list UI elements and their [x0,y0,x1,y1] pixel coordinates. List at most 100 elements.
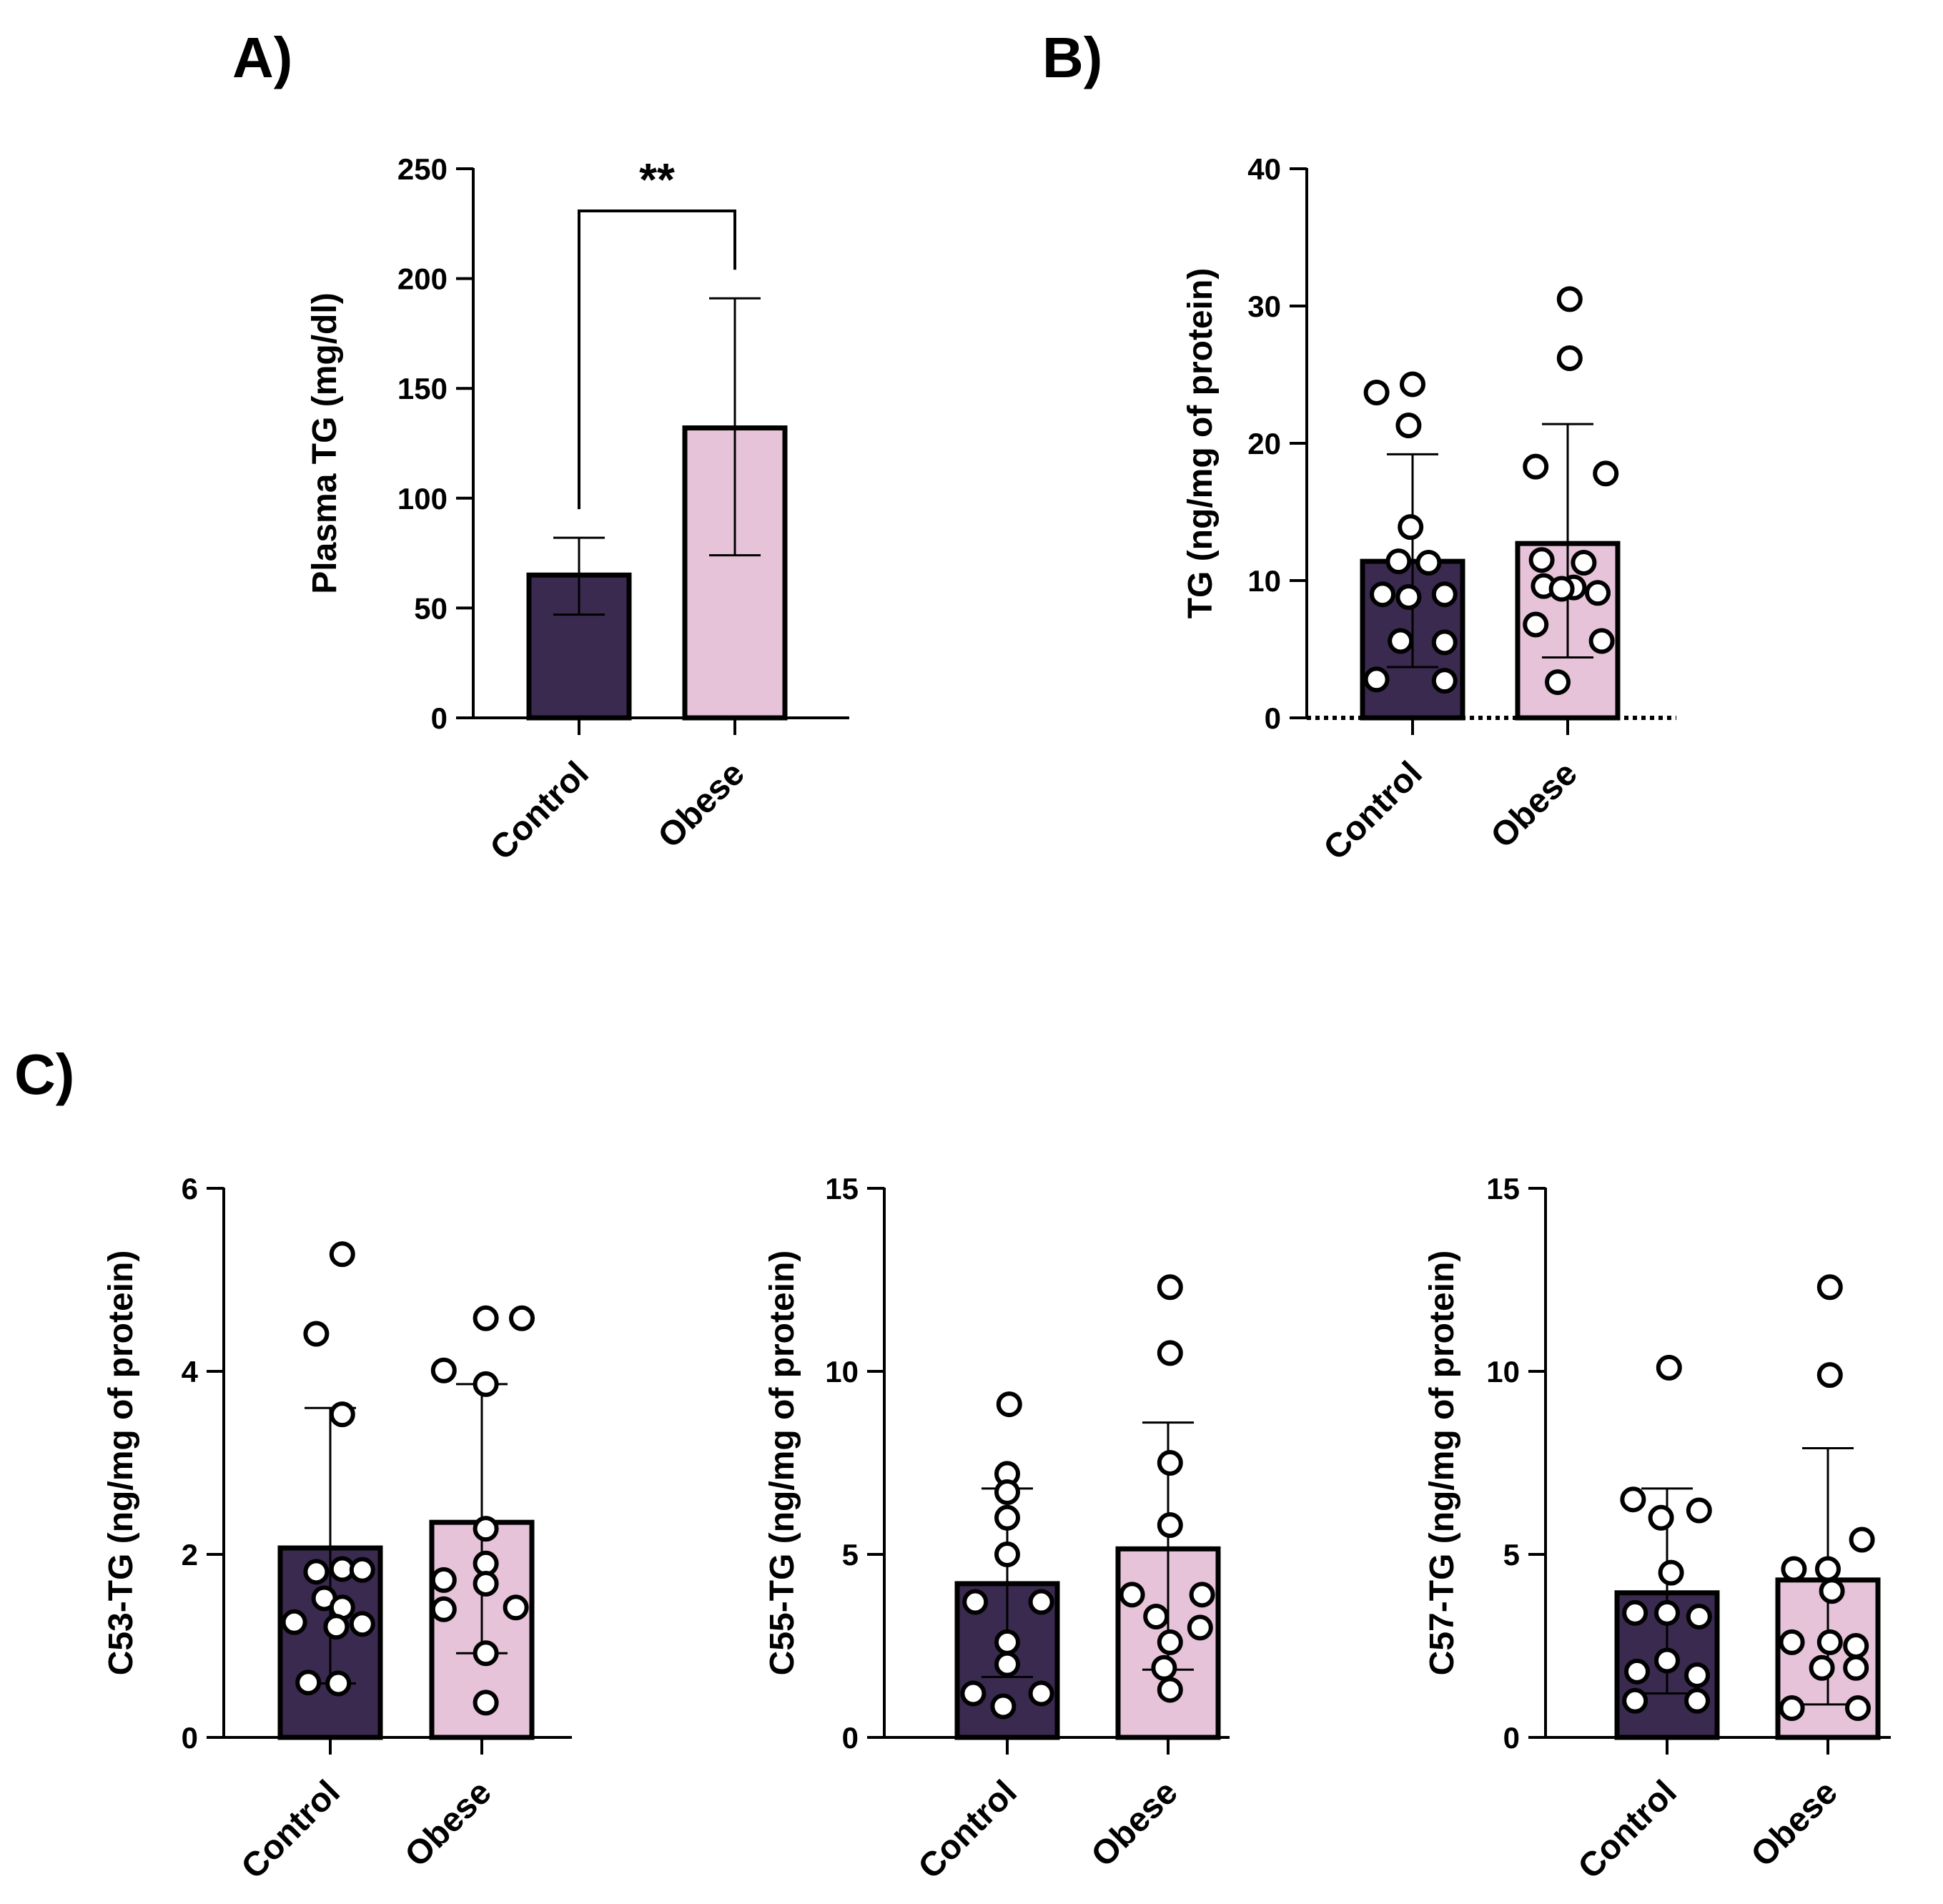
data-point [1593,460,1619,487]
data-point [1809,1654,1835,1681]
data-point [430,1567,457,1593]
data-point [1545,669,1571,696]
y-tick-label: 150 [397,372,448,405]
y-tick-label: 6 [182,1172,198,1205]
data-point [1684,1687,1710,1714]
data-point [1415,550,1442,576]
data-point [1431,668,1458,694]
data-point [1781,1556,1807,1582]
data-point [1622,1599,1648,1626]
chart-a: A) Plasma TG (mg/dl) 0 50 100 150 200 250 ** Cont… [232,26,849,867]
x-tick-label-obese: Obese [1744,1773,1845,1874]
data-point [1157,1274,1183,1301]
panel-label: C) [14,1042,74,1106]
data-point [994,1651,1020,1677]
data-point [1398,514,1424,541]
data-point [1658,1559,1684,1586]
data-point [281,1609,307,1635]
data-point [1143,1604,1170,1630]
data-point [1157,1450,1183,1476]
y-tick-label: 0 [1265,701,1281,735]
data-point [1684,1662,1710,1688]
y-tick-label: 10 [1486,1355,1520,1388]
x-tick-label-obese: Obese [398,1773,499,1874]
data-point [329,1401,355,1428]
data-point [509,1305,535,1331]
data-point [430,1357,457,1383]
data-point [1528,547,1555,573]
data-point [1523,453,1549,480]
data-point [1385,548,1412,575]
data-point [303,1321,330,1347]
data-point [1816,1362,1843,1388]
y-tick-label: 0 [431,701,448,735]
data-point [1779,1695,1805,1722]
x-tick-label-control: Control [234,1773,347,1886]
x-tick-label-control: Control [1317,754,1430,867]
data-point [1815,1556,1841,1582]
data-point [1654,1647,1680,1674]
x-tick-label-obese: Obese [1484,754,1585,855]
y-tick-label: 250 [397,152,448,186]
y-tick-label: 200 [397,262,448,296]
data-point [962,1589,989,1615]
data-point [996,1391,1022,1418]
data-point [1523,611,1549,638]
y-tick-label: 0 [182,1721,198,1755]
data-point [295,1669,322,1696]
data-point [1119,1582,1145,1608]
data-point [1819,1578,1845,1604]
significance-label: ** [639,154,675,205]
data-point [1686,1604,1712,1630]
data-point [325,1670,352,1697]
chart-c3: C57-TG (ng/mg of protein) 0 5 10 15 Control Ob… [1423,1172,1891,1886]
chart-b: B) TG (ng/mg of protein) 0 10 20 30 40 Control O… [1042,26,1676,867]
data-point [1363,666,1390,693]
y-tick-label: 15 [1486,1172,1520,1205]
data-point [430,1596,457,1622]
y-tick-label: 15 [825,1172,859,1205]
data-point [503,1594,529,1621]
data-point [473,1371,499,1397]
data-point [1588,628,1615,654]
chart-c1: C) C53-TG (ng/mg of protein) 0 2 4 6 Control Ob… [14,1042,572,1886]
data-point [1395,584,1422,611]
data-point [1656,1354,1682,1381]
data-point [960,1680,987,1707]
x-tick-label-control: Control [1571,1773,1684,1886]
data-point [473,1640,499,1667]
data-point [1816,1274,1843,1301]
data-point [1620,1486,1646,1513]
data-point [1388,628,1414,654]
data-point [349,1557,375,1583]
data-point [1157,1677,1183,1703]
panel-label: A) [232,26,292,89]
data-point [1431,581,1458,608]
panel-label: B) [1042,26,1102,89]
y-tick-label: 4 [182,1355,199,1388]
x-tick-label-control: Control [911,1773,1024,1886]
data-point [990,1693,1017,1720]
data-point [1686,1497,1712,1524]
chart-c2: C55-TG (ng/mg of protein) 0 5 10 15 Control Ob… [763,1172,1230,1886]
y-tick-label: 5 [1503,1538,1520,1572]
data-point [1779,1629,1805,1655]
data-point [1556,286,1583,312]
data-point [1395,413,1422,439]
data-point [303,1559,330,1585]
data-point [329,1241,355,1268]
data-point [1622,1687,1648,1714]
data-point [473,1690,499,1716]
y-tick-label: 50 [414,591,448,625]
data-point [1400,371,1425,398]
data-point [1431,629,1458,656]
y-axis-title: C55-TG (ng/mg of protein) [763,1251,801,1676]
data-point [1363,379,1390,405]
y-axis-title: C57-TG (ng/mg of protein) [1423,1251,1461,1676]
data-point [1548,576,1575,602]
y-tick-label: 5 [842,1538,859,1572]
y-tick-label: 100 [397,482,448,516]
data-point [1571,550,1597,576]
y-tick-label: 10 [825,1355,859,1388]
